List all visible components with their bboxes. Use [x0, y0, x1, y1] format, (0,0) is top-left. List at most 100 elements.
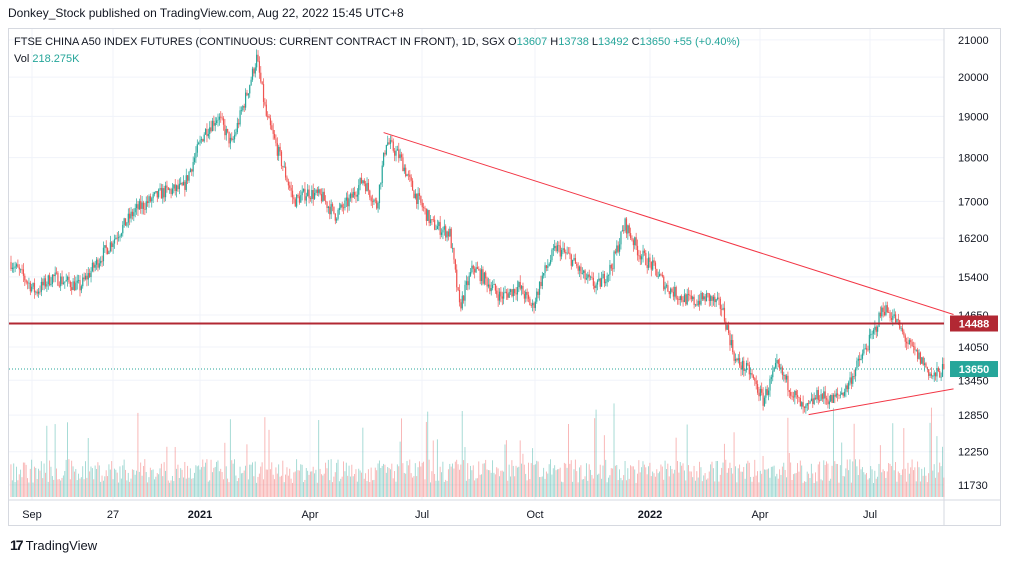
volume-bar	[258, 473, 260, 497]
volume-bar	[583, 479, 585, 497]
volume-bar	[712, 468, 714, 497]
volume-bar	[928, 473, 930, 497]
volume-bar	[544, 478, 546, 497]
candle-body	[675, 287, 677, 299]
volume-bar	[435, 480, 437, 497]
volume-bar	[256, 482, 258, 497]
volume-bar	[307, 470, 309, 497]
candle-body	[268, 116, 270, 119]
volume-bar	[314, 473, 315, 497]
volume-bar	[376, 470, 378, 497]
volume-bar	[532, 448, 534, 497]
volume-bar	[536, 460, 538, 497]
candle-body	[857, 358, 859, 361]
volume-bar	[468, 478, 470, 497]
candle-body	[122, 224, 124, 234]
high-label: H	[550, 36, 559, 48]
candle-body	[315, 189, 317, 193]
open-value: 13607	[516, 36, 548, 48]
candle-body	[474, 268, 476, 273]
volume-bar	[706, 479, 707, 497]
candle-body	[238, 122, 240, 125]
volume-bar	[409, 459, 411, 497]
candle-body	[349, 193, 352, 199]
volume-bar	[855, 459, 856, 497]
candle-body	[242, 106, 244, 111]
candle-body	[373, 199, 375, 203]
candle-body	[511, 289, 513, 297]
volume-bar	[392, 478, 394, 497]
candle-body	[131, 211, 134, 217]
volume-bar	[450, 466, 452, 497]
candle-body	[526, 291, 528, 295]
candle-body	[928, 369, 930, 376]
candle-body	[82, 277, 84, 287]
volume-bar	[82, 466, 84, 497]
volume-bar	[634, 469, 636, 497]
candle-body	[852, 376, 854, 384]
volume-bar	[781, 466, 783, 497]
candle-body	[29, 282, 31, 292]
candle-body	[13, 267, 15, 269]
candle-body	[901, 328, 904, 332]
candle-body	[141, 202, 143, 209]
volume-bar	[17, 480, 19, 497]
volume-bar	[318, 420, 320, 497]
candle-body	[661, 274, 663, 277]
y-tick-label: 18000	[958, 153, 989, 165]
candle-body	[457, 287, 459, 291]
candle-body	[144, 208, 146, 210]
volume-bar	[507, 480, 509, 497]
candle-body	[302, 188, 305, 192]
volume-bar	[595, 409, 597, 497]
volume-bar	[570, 460, 572, 497]
candle-body	[420, 195, 422, 203]
candle-body	[424, 208, 426, 209]
volume-bar	[116, 472, 118, 497]
tradingview-footer[interactable]: 17 TradingView	[10, 537, 97, 553]
volume-bar	[848, 470, 850, 497]
volume-bar	[278, 464, 280, 497]
candle-body	[222, 118, 225, 125]
volume-bar	[459, 469, 460, 497]
volume-bar	[613, 403, 615, 497]
candle-body	[577, 266, 579, 271]
candle-body	[406, 174, 408, 177]
candle-body	[618, 244, 621, 252]
candle-body	[421, 202, 423, 208]
volume-bar	[401, 418, 402, 497]
symbol-title[interactable]: FTSE CHINA A50 INDEX FUTURES (CONTINUOUS…	[14, 36, 505, 48]
volume-bar	[723, 443, 725, 497]
volume-bar	[207, 481, 209, 497]
volume-bar	[286, 467, 288, 497]
volume-bar	[93, 479, 95, 497]
candle-body	[272, 129, 274, 134]
volume-bar	[280, 475, 282, 497]
volume-bar	[925, 475, 927, 497]
candle-body	[563, 248, 565, 253]
volume-bar	[768, 468, 770, 497]
candle-body	[400, 154, 403, 158]
volume-bar	[439, 466, 441, 497]
candle-body	[385, 144, 387, 155]
volume-bar	[541, 476, 543, 497]
volume-bar	[661, 466, 663, 497]
volume-bar	[907, 462, 909, 497]
volume-bar	[413, 476, 415, 497]
candle-body	[912, 346, 915, 347]
volume-bar	[189, 468, 191, 497]
volume-bar	[126, 480, 128, 497]
volume-bar	[561, 481, 563, 497]
volume-bar	[780, 474, 782, 497]
candle-body	[127, 213, 129, 223]
candle-body	[363, 180, 365, 184]
candle-body	[40, 281, 42, 292]
volume-bar	[39, 470, 41, 497]
volume-bar	[380, 467, 382, 497]
candle-body	[338, 207, 341, 211]
volume-bar	[545, 471, 547, 497]
volume-bar	[16, 466, 17, 497]
candle-body	[532, 303, 534, 306]
volume-bar	[838, 482, 840, 497]
